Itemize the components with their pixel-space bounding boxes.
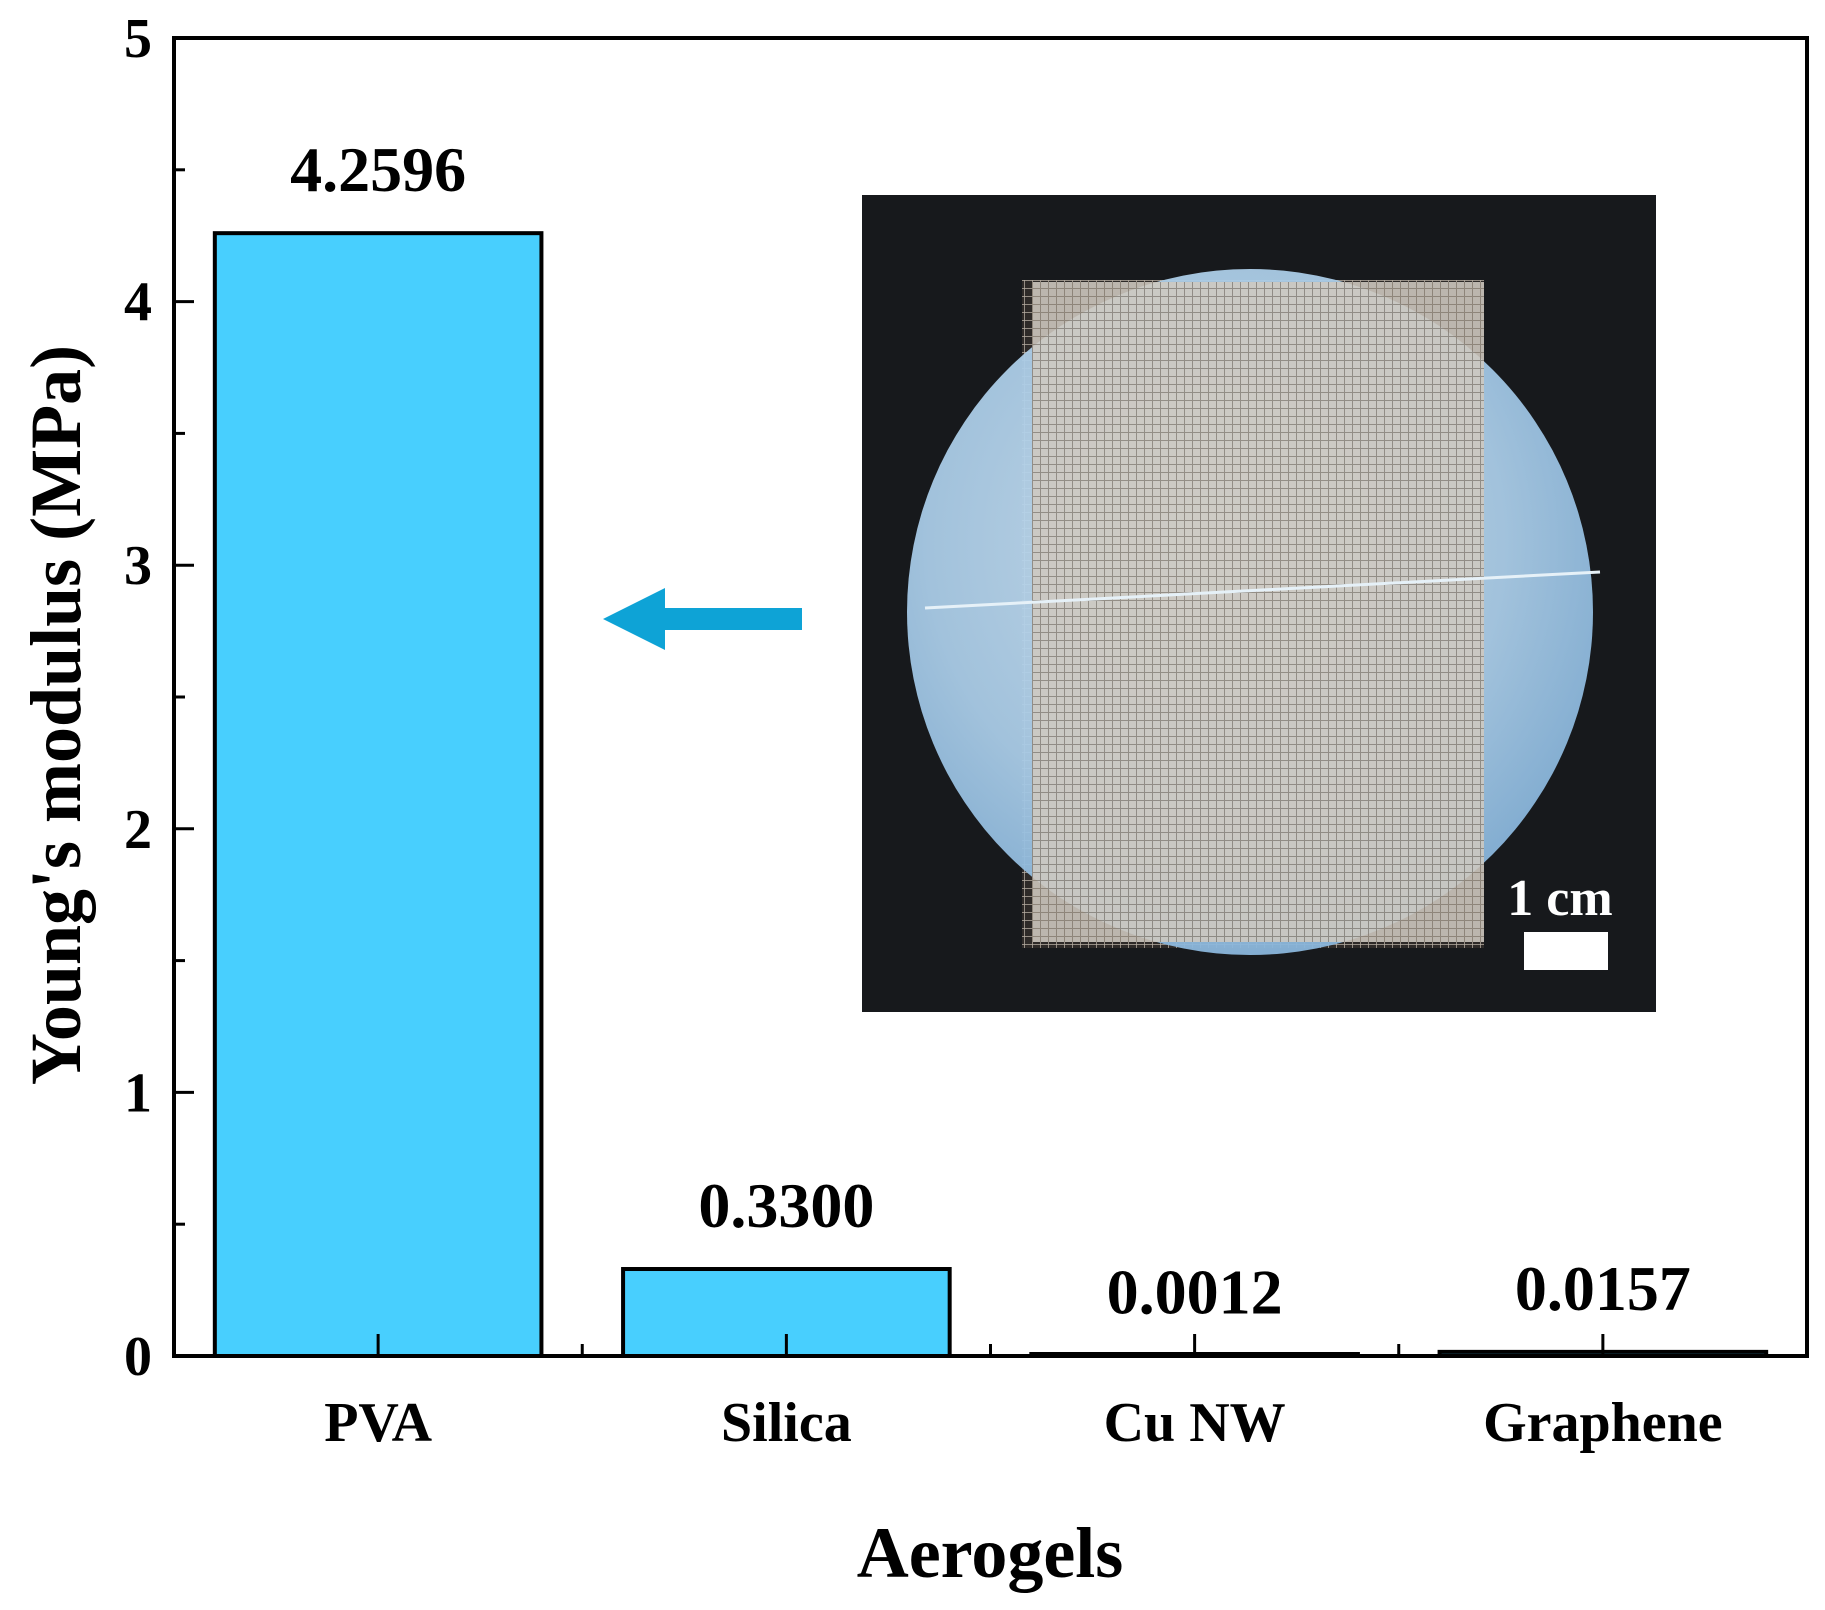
y-tick-label: 4	[124, 272, 152, 334]
y-tick-label: 0	[124, 1326, 152, 1388]
y-axis-title: Young's modulus (MPa)	[16, 345, 96, 1085]
inset-photo	[862, 195, 1656, 1012]
y-tick-label: 3	[124, 535, 152, 597]
bar-pva	[212, 231, 544, 1358]
value-label: 0.3300	[698, 1170, 874, 1241]
plot-frame	[172, 36, 1809, 1358]
x-tick-label: Silica	[721, 1392, 852, 1454]
y-tick-label: 5	[124, 8, 152, 70]
arrow-shaft	[656, 608, 802, 630]
y-tick-label: 2	[124, 799, 152, 861]
disc-crack	[924, 570, 1601, 610]
mesh-front	[1032, 282, 1484, 942]
x-tick-label: PVA	[324, 1392, 432, 1454]
arrow-left-icon	[603, 588, 802, 650]
x-axis-title: Aerogels	[857, 1513, 1124, 1593]
arrow-head	[603, 588, 665, 650]
value-label: 0.0012	[1107, 1257, 1283, 1328]
value-label: 4.2596	[290, 134, 466, 205]
x-tick-label: Cu NW	[1104, 1392, 1286, 1454]
x-tick-label: Graphene	[1483, 1392, 1723, 1454]
scale-bar-label: 1 cm	[1507, 870, 1612, 927]
axes-group: PVA Silica Cu NW Graphene 0 1 2 3 4 5	[124, 8, 1809, 1454]
bars-group: 4.2596 0.3300 0.0012 0.0157	[212, 134, 1769, 1358]
y-tick-label: 1	[124, 1062, 152, 1124]
value-label: 0.0157	[1515, 1253, 1691, 1324]
scale-bar	[1524, 932, 1608, 970]
